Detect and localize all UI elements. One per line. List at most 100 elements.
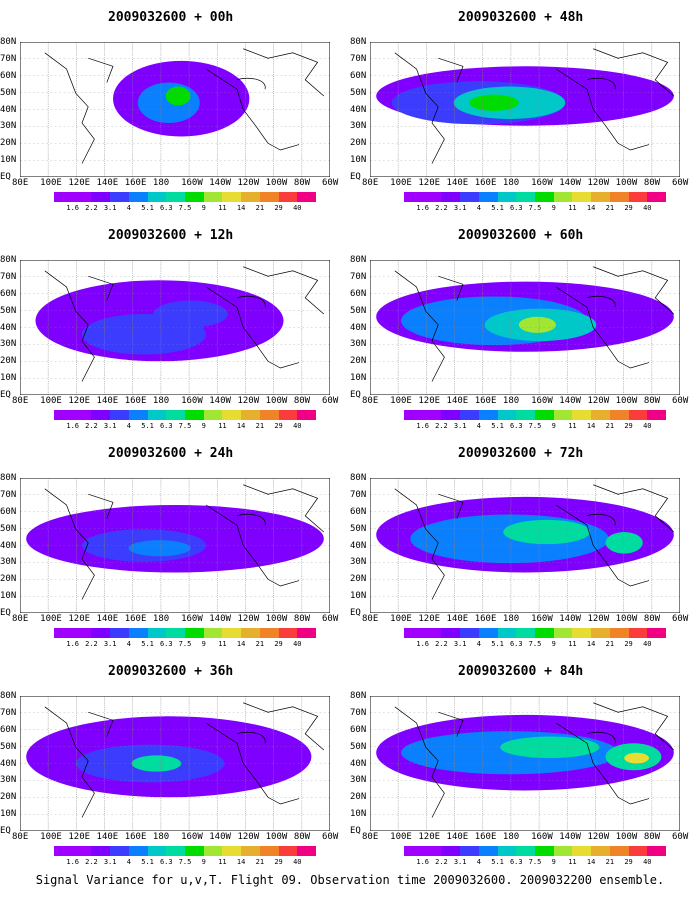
colorbar-label: 2.2 bbox=[85, 204, 98, 212]
colorbar-swatch bbox=[241, 192, 260, 202]
colorbar-label: 9 bbox=[201, 640, 206, 648]
colorbar-swatch bbox=[609, 192, 629, 202]
colorbar-swatch bbox=[647, 846, 667, 856]
longitude-label: 140E bbox=[446, 832, 469, 842]
colorbar-label: 2.2 bbox=[85, 640, 98, 648]
colorbar-swatch bbox=[497, 410, 517, 420]
colorbar-swatch bbox=[54, 192, 73, 202]
colorbar-label: 29 bbox=[624, 858, 633, 866]
colorbar-swatch bbox=[404, 410, 423, 420]
longitude-label: 140E bbox=[96, 832, 119, 842]
longitude-label: 120E bbox=[68, 832, 91, 842]
colorbar-label: 40 bbox=[293, 204, 302, 212]
longitude-label: 120E bbox=[418, 832, 441, 842]
colorbar-swatch bbox=[516, 410, 536, 420]
colorbar-label: 14 bbox=[586, 858, 596, 866]
colorbar-label: 40 bbox=[643, 204, 652, 212]
colorbar-swatch bbox=[297, 628, 317, 638]
colorbar-label: 40 bbox=[293, 640, 302, 648]
colorbar-swatch bbox=[297, 846, 317, 856]
colorbar-swatch bbox=[185, 846, 204, 856]
colorbar-label: 14 bbox=[586, 422, 596, 430]
colorbar-swatch bbox=[460, 410, 479, 420]
colorbar-label: 21 bbox=[605, 640, 615, 648]
panel-title: 2009032600 + 72h bbox=[458, 446, 584, 461]
colorbar-swatch bbox=[203, 628, 223, 638]
colorbar-swatch bbox=[72, 846, 92, 856]
colorbar-swatch bbox=[54, 410, 73, 420]
longitude-label: 140W bbox=[559, 178, 581, 188]
latitude-label: 30N bbox=[350, 121, 367, 132]
longitude-label: 120E bbox=[68, 614, 91, 624]
latitude-label: 50N bbox=[350, 305, 367, 316]
colorbar-swatch bbox=[609, 628, 629, 638]
colorbar-label: 11 bbox=[568, 422, 577, 430]
latitude-label: 30N bbox=[0, 557, 17, 568]
latitude-label: 60N bbox=[0, 70, 17, 81]
longitude-label: 180 bbox=[502, 178, 520, 188]
colorbar-label: 9 bbox=[551, 640, 556, 648]
longitude-label: 120W bbox=[587, 832, 610, 842]
colorbar-swatch bbox=[278, 846, 298, 856]
latitude-label: EQ bbox=[350, 390, 361, 400]
colorbar-swatch bbox=[535, 628, 554, 638]
longitude-label: 160E bbox=[124, 396, 147, 406]
longitude-label: 140W bbox=[559, 396, 581, 406]
longitude-label: 60W bbox=[672, 614, 689, 624]
longitude-label: 140W bbox=[209, 614, 231, 624]
colorbar-swatch bbox=[166, 628, 186, 638]
longitude-label: 100W bbox=[615, 614, 638, 624]
colorbar-swatch bbox=[647, 192, 667, 202]
panel-title: 2009032600 + 48h bbox=[458, 10, 584, 25]
latitude-label: 50N bbox=[0, 523, 17, 534]
colorbar-swatch bbox=[572, 846, 592, 856]
colorbar bbox=[54, 192, 317, 202]
colorbar-label: 14 bbox=[236, 204, 246, 212]
variance-map bbox=[20, 42, 330, 177]
longitude-label: 80W bbox=[293, 614, 311, 624]
colorbar-label: 7.5 bbox=[178, 422, 192, 430]
colorbar-label: 9 bbox=[551, 204, 556, 212]
colorbar-swatch bbox=[222, 192, 242, 202]
longitude-label: 60W bbox=[322, 178, 339, 188]
longitude-label: 100E bbox=[390, 396, 412, 406]
colorbar-label: 29 bbox=[274, 204, 283, 212]
colorbar-swatch bbox=[166, 846, 186, 856]
colorbar-swatch bbox=[278, 192, 298, 202]
latitude-label: 10N bbox=[350, 373, 367, 384]
colorbar-label: 3.1 bbox=[453, 204, 467, 212]
colorbar-label: 40 bbox=[643, 858, 652, 866]
colorbar-swatch bbox=[203, 192, 223, 202]
variance-map bbox=[370, 696, 680, 831]
colorbar-swatch bbox=[203, 846, 223, 856]
longitude-label: 160W bbox=[531, 396, 553, 406]
colorbar-label: 5.1 bbox=[141, 204, 154, 212]
latitude-label: 80N bbox=[350, 255, 367, 265]
latitude-label: 70N bbox=[350, 271, 367, 282]
longitude-label: 120W bbox=[237, 832, 260, 842]
colorbar-label: 11 bbox=[218, 204, 227, 212]
longitude-label: 140E bbox=[446, 178, 469, 188]
colorbar-swatch bbox=[110, 192, 129, 202]
colorbar-label: 21 bbox=[605, 858, 615, 866]
colorbar-label: 40 bbox=[293, 858, 302, 866]
longitude-label: 100W bbox=[615, 396, 638, 406]
colorbar-swatch bbox=[572, 410, 592, 420]
variance-map bbox=[370, 260, 680, 395]
colorbar-swatch bbox=[516, 846, 536, 856]
colorbar-label: 29 bbox=[274, 858, 283, 866]
colorbar-label: 1.6 bbox=[416, 858, 430, 866]
colorbar-label: 9 bbox=[551, 858, 556, 866]
colorbar-label: 7.5 bbox=[528, 640, 542, 648]
latitude-label: 10N bbox=[350, 155, 367, 166]
longitude-label: 60W bbox=[672, 832, 689, 842]
longitude-label: 100E bbox=[390, 832, 412, 842]
colorbar-label: 5.1 bbox=[491, 422, 504, 430]
colorbar-label: 14 bbox=[236, 422, 246, 430]
longitude-label: 160W bbox=[181, 178, 203, 188]
longitude-label: 60W bbox=[322, 832, 339, 842]
colorbar-swatch bbox=[628, 846, 648, 856]
latitude-label: 20N bbox=[350, 792, 367, 803]
colorbar bbox=[404, 410, 667, 420]
colorbar-swatch bbox=[516, 192, 536, 202]
